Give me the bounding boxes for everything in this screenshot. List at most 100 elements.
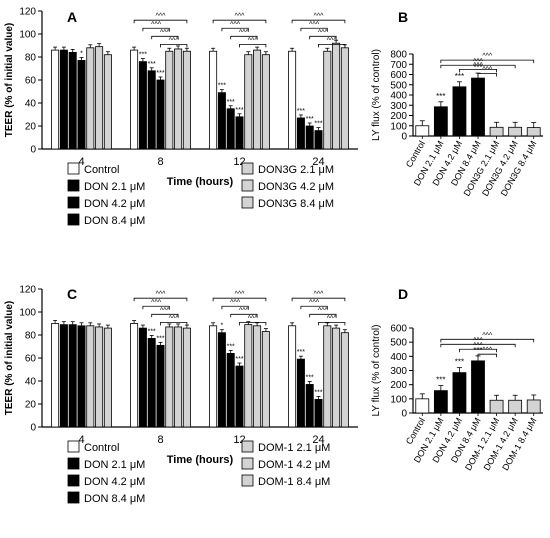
bar xyxy=(235,365,244,428)
bar xyxy=(471,77,485,137)
significance-bracket xyxy=(440,343,516,348)
significance-bracket xyxy=(133,297,188,302)
significance-bracket xyxy=(318,321,346,326)
bar xyxy=(314,398,323,428)
legend-swatch xyxy=(67,162,80,175)
bar xyxy=(165,326,174,428)
bracket-label: ^^^ xyxy=(248,37,259,44)
bracket-label: ^^^ xyxy=(473,337,484,344)
legend-swatch xyxy=(67,213,80,226)
bar xyxy=(340,332,349,428)
panel-a-chart: 0 20 40 60 80 100 120 TEER (% of initial value)… xyxy=(4,7,358,188)
significance-bracket xyxy=(318,43,346,48)
bar xyxy=(508,126,523,137)
bar xyxy=(489,126,504,137)
y-tick-label: 0 xyxy=(401,132,407,143)
significance-mark: *** xyxy=(314,389,322,396)
bar xyxy=(130,49,139,150)
significance-bracket xyxy=(142,305,170,310)
legend-swatch xyxy=(67,440,80,453)
significance-bracket xyxy=(440,59,535,64)
bar xyxy=(156,79,165,150)
bar xyxy=(332,327,341,428)
y-tick-label: 100 xyxy=(19,30,36,41)
bar xyxy=(471,360,485,414)
y-tick-label: 600 xyxy=(390,70,407,81)
bar xyxy=(156,344,165,428)
bar xyxy=(433,390,448,414)
bar xyxy=(244,324,253,428)
bracket-label: ^^^ xyxy=(473,342,484,349)
bar xyxy=(209,325,218,428)
panel-letter-c: C xyxy=(67,286,77,302)
legend-swatch xyxy=(241,440,254,453)
legend-swatch xyxy=(67,457,80,470)
significance-bracket xyxy=(309,35,337,40)
y-tick-label: 400 xyxy=(390,91,407,102)
legend-label: DON 8.4 μM xyxy=(84,215,145,227)
bar xyxy=(235,116,244,150)
bar xyxy=(138,327,147,428)
legend-swatch xyxy=(67,179,80,192)
bar xyxy=(59,49,68,150)
significance-mark: *** xyxy=(306,116,314,123)
bracket-label: ^^^ xyxy=(314,291,325,298)
bar xyxy=(226,108,235,150)
y-tick-label: 500 xyxy=(390,338,407,349)
legend-label: DOM-1 2.1 μM xyxy=(258,442,330,454)
x-axis-label: Time (hours) xyxy=(167,454,234,466)
bar xyxy=(147,70,156,150)
significance-mark: *** xyxy=(156,335,164,342)
bracket-label: ^^^ xyxy=(151,21,162,28)
significance-bracket xyxy=(230,313,258,318)
significance-bracket xyxy=(142,27,170,32)
significance-bracket xyxy=(459,68,497,73)
bracket-label: ^^^ xyxy=(230,299,241,306)
y-tick-label: 20 xyxy=(25,400,37,411)
bracket-label: ^^^ xyxy=(230,21,241,28)
legend-item: DON 2.1 μM xyxy=(67,179,145,193)
significance-mark: *** xyxy=(227,343,235,350)
bar xyxy=(526,127,541,137)
significance-bracket xyxy=(212,19,267,24)
bracket-label: ^^^ xyxy=(156,13,167,20)
bar xyxy=(165,50,174,150)
panel-letter-d: D xyxy=(398,286,408,302)
legend-label: DOM-1 4.2 μM xyxy=(258,459,330,471)
y-tick-label: 80 xyxy=(25,53,37,64)
bar xyxy=(305,125,314,150)
legend-item: DON3G 4.2 μM xyxy=(241,179,334,193)
bar xyxy=(182,50,191,150)
bar xyxy=(314,130,323,150)
significance-bracket xyxy=(300,305,328,310)
y-tick-label: 120 xyxy=(19,7,36,18)
bar xyxy=(433,106,448,137)
legend-swatch xyxy=(241,179,254,192)
bar xyxy=(226,352,235,428)
legend-label: Control xyxy=(84,164,119,176)
panel-c-chart: 0 20 40 60 80 100 120 TEER (% of initial value)… xyxy=(4,285,358,466)
bar xyxy=(288,50,297,150)
significance-mark: *** xyxy=(436,376,445,385)
y-tick-label: 60 xyxy=(25,76,37,87)
bar xyxy=(452,86,467,137)
legend-label: DON3G 2.1 μM xyxy=(258,164,334,176)
y-tick-label: 40 xyxy=(25,377,37,388)
legend-item: DOM-1 4.2 μM xyxy=(241,457,330,471)
bar xyxy=(209,50,218,150)
bar xyxy=(138,61,147,150)
y-tick-label: 700 xyxy=(390,60,407,71)
bracket-label: ^^^ xyxy=(169,315,180,322)
bar xyxy=(103,327,112,428)
bar xyxy=(95,326,104,428)
significance-bracket xyxy=(291,297,346,302)
y-tick-label: 200 xyxy=(390,111,407,122)
significance-bracket xyxy=(477,73,497,77)
legend-swatch xyxy=(241,196,254,209)
bar xyxy=(323,50,332,150)
significance-bracket xyxy=(440,64,516,69)
bar xyxy=(332,42,341,150)
bar xyxy=(296,358,305,428)
significance-bracket xyxy=(133,19,188,24)
